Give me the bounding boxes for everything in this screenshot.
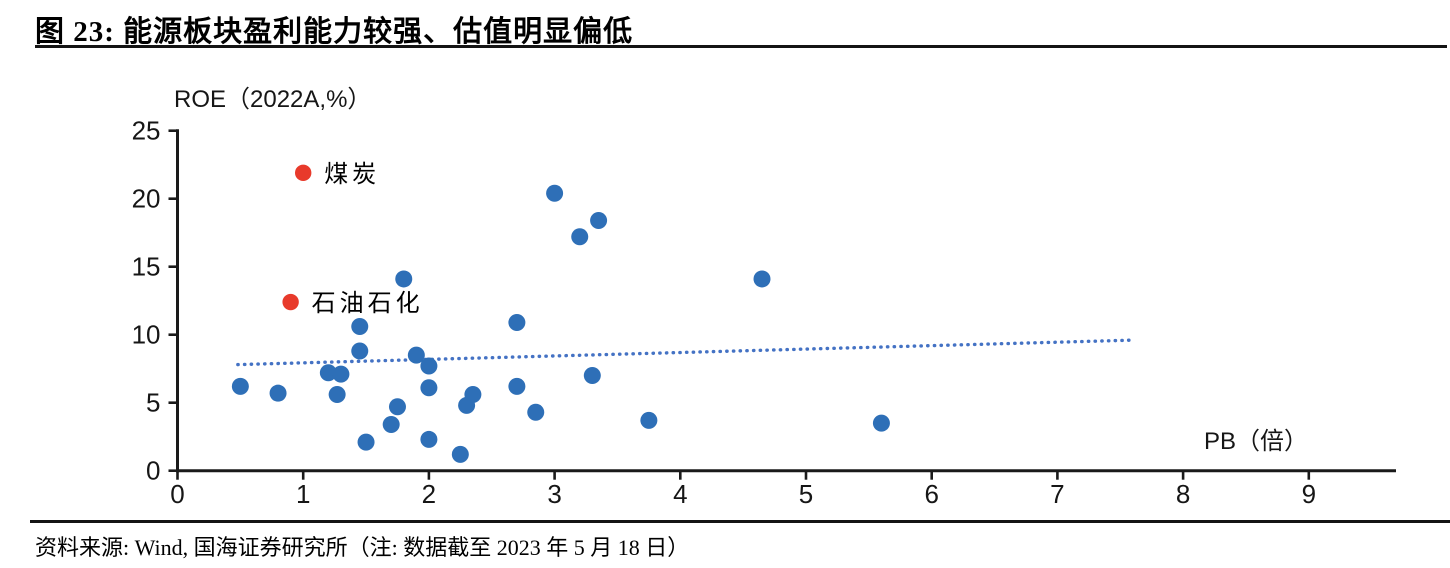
x-tick-label: 8 — [1176, 479, 1190, 509]
x-axis-title: PB（倍） — [1204, 428, 1308, 455]
figure-title: 图 23: 能源板块盈利能力较强、估值明显偏低 — [35, 16, 634, 48]
scatter-point — [231, 377, 249, 395]
x-tick-label: 3 — [547, 479, 561, 509]
y-tick-label: 20 — [132, 184, 161, 214]
scatter-point — [420, 379, 438, 397]
x-tick-label: 4 — [673, 479, 687, 509]
x-tick-label: 2 — [422, 479, 436, 509]
scatter-point — [351, 342, 369, 360]
trend-line — [236, 338, 1135, 367]
scatter-point — [332, 365, 350, 383]
scatter-point — [420, 357, 438, 375]
scatter-point — [388, 398, 406, 416]
x-tick-label: 0 — [170, 479, 184, 509]
x-tick-label: 1 — [296, 479, 310, 509]
footer-divider — [30, 520, 1450, 523]
source-note: 资料来源: Wind, 国海证券研究所（注: 数据截至 2023 年 5 月 1… — [35, 535, 690, 560]
scatter-point — [640, 411, 658, 429]
y-tick-label: 15 — [132, 252, 161, 282]
scatter-point-energy — [295, 164, 312, 182]
scatter-point — [319, 364, 337, 382]
scatter-point — [451, 445, 469, 463]
scatter-point — [508, 377, 526, 395]
scatter-point — [357, 433, 375, 451]
x-tick-label: 7 — [1050, 479, 1064, 509]
scatter-point-energy — [282, 293, 299, 311]
scatter-point — [269, 384, 287, 402]
scatter-point — [590, 211, 608, 229]
x-tick-label: 6 — [924, 479, 938, 509]
scatter-point — [407, 346, 425, 364]
scatter-point — [351, 318, 369, 336]
scatter-point — [328, 386, 346, 404]
y-tick-label: 10 — [132, 320, 161, 350]
scatter-point — [508, 313, 526, 331]
scatter-point — [395, 270, 413, 288]
scatter-point — [872, 414, 890, 432]
energy-point-label: 石油石化 — [312, 290, 424, 317]
scatter-point — [527, 403, 545, 421]
scatter-point — [420, 430, 438, 448]
scatter-point — [546, 184, 564, 202]
y-tick-label: 25 — [132, 116, 161, 146]
scatter-point — [464, 386, 482, 404]
title-divider — [35, 45, 1447, 48]
energy-point-label: 煤炭 — [324, 161, 380, 188]
scatter-point — [571, 228, 589, 246]
y-tick-label: 0 — [146, 456, 160, 486]
x-tick-label: 5 — [799, 479, 813, 509]
y-axis-title: ROE（2022A,%） — [174, 86, 371, 113]
x-tick-label: 9 — [1302, 479, 1316, 509]
scatter-point — [382, 415, 400, 433]
scatter-point — [583, 367, 601, 384]
y-tick-label: 5 — [146, 388, 160, 418]
scatter-point — [753, 270, 771, 288]
